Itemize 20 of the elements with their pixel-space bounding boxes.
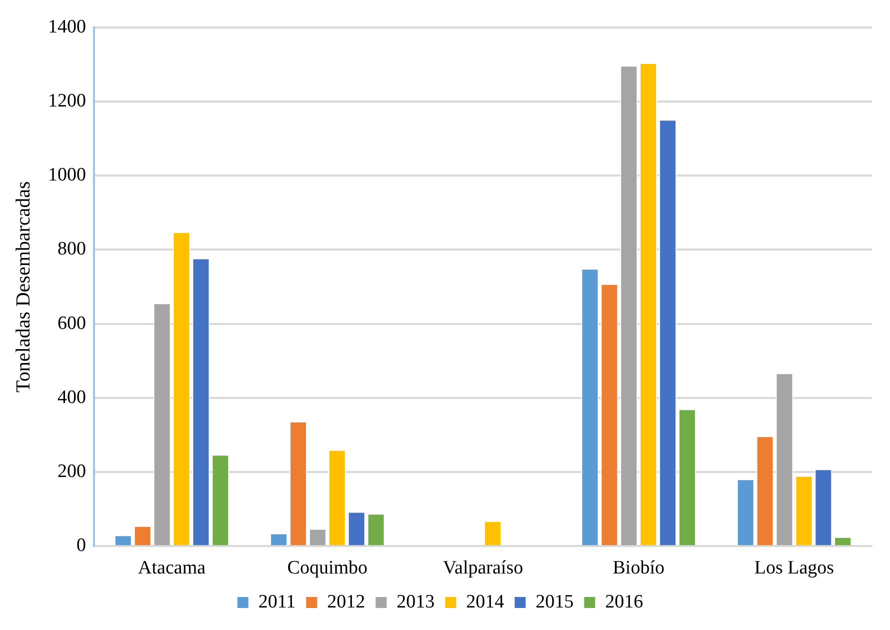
y-tick-label: 1200 — [48, 90, 86, 112]
x-tick-label: Biobío — [612, 558, 664, 579]
y-tick-label: 1000 — [48, 164, 86, 186]
y-tick-label: 800 — [58, 238, 86, 260]
x-tick-label: Valparaíso — [442, 558, 524, 579]
y-tick-label: 1400 — [48, 16, 86, 38]
legend-label: 2012 — [327, 591, 366, 612]
legend-label: 2016 — [605, 591, 644, 612]
legend-label: 2014 — [466, 591, 505, 612]
y-tick-label: 0 — [76, 535, 86, 556]
x-tick-label: Los Lagos — [754, 558, 834, 579]
x-tick-label: Atacama — [138, 558, 206, 579]
legend-label: 2013 — [396, 591, 435, 612]
legend-label: 2011 — [258, 591, 296, 612]
y-tick-label: 600 — [58, 312, 86, 334]
y-tick-label: 400 — [58, 386, 86, 408]
y-tick-label: 200 — [58, 461, 86, 482]
y-axis-title: Toneladas Desembarcadas — [12, 180, 34, 392]
x-tick-label: Coquimbo — [287, 558, 368, 579]
legend-label: 2015 — [536, 591, 574, 612]
